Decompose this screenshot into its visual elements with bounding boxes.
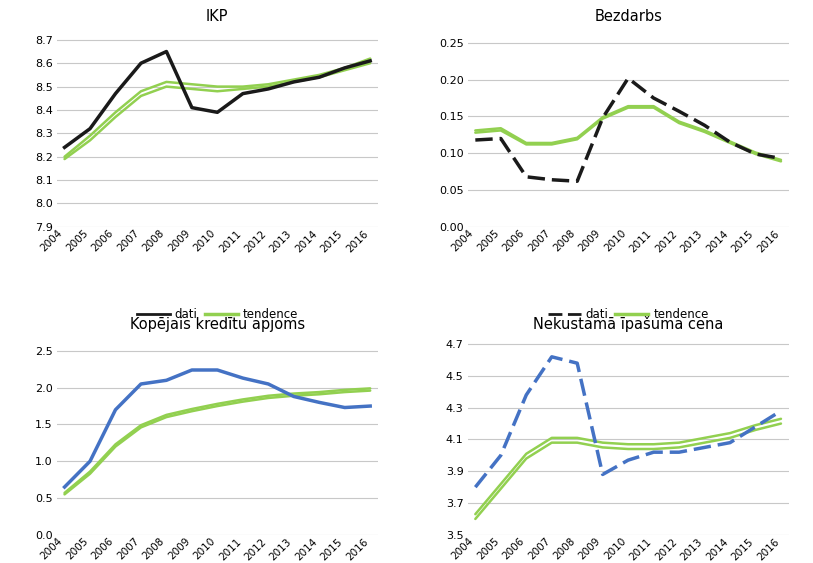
Title: Kopējais kredītu apjoms: Kopējais kredītu apjoms [130,317,305,332]
Legend: dati, tendence: dati, tendence [137,309,298,321]
Title: Nekustamā īpašuma cena: Nekustamā īpašuma cena [533,316,724,332]
Title: IKP: IKP [207,9,228,24]
Title: Bezdarbs: Bezdarbs [594,9,662,24]
Legend: dati, tendence: dati, tendence [548,309,709,321]
